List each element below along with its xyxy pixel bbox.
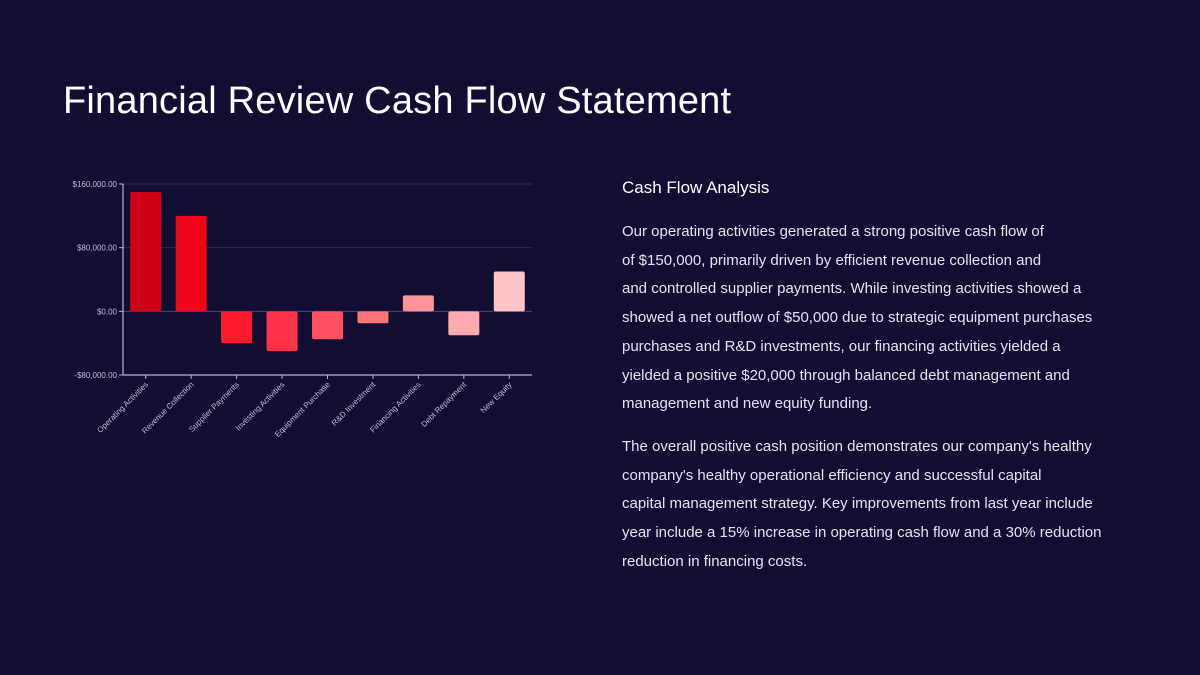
bar (493, 271, 525, 312)
x-tick-label: Debt Repayment (419, 380, 468, 429)
analysis-line: management and new equity funding. (622, 395, 873, 413)
cash-flow-bar-chart: $160,000.00 $80,000.00 $0.00 -$80,000.00 Op… (73, 180, 532, 439)
y-tick-label: -$80,000.00 (74, 371, 117, 380)
analysis-paragraph: Our operating activities generated a str… (622, 218, 1162, 419)
x-tick-label: Investing Activities (234, 380, 287, 433)
bar (402, 295, 434, 312)
chart-axes (122, 184, 532, 376)
analysis-heading: Cash Flow Analysis (622, 178, 770, 197)
bar (221, 311, 253, 344)
bar (357, 311, 389, 324)
analysis-line: of $150,000, primarily driven by efficie… (622, 251, 1042, 269)
analysis-paragraph: The overall positive cash position demon… (622, 433, 1162, 577)
analysis-line: The overall positive cash position demon… (622, 437, 1092, 455)
x-tick-label: R&D Investment (330, 380, 378, 428)
analysis-line: year include a 15% increase in operating… (622, 524, 1102, 542)
analysis-line: yielded a positive $20,000 through balan… (622, 366, 1070, 384)
analysis-line: Our operating activities generated a str… (622, 223, 1044, 240)
x-tick-label: New Equity (479, 380, 514, 415)
chart-bars (130, 191, 525, 379)
bar (266, 311, 298, 352)
bar (130, 191, 162, 312)
slide-title: Financial Review Cash Flow Statement (63, 80, 732, 122)
analysis-line: showed a net outflow of $50,000 due to s… (622, 309, 1093, 327)
x-tick-label: Financing Activities (368, 380, 422, 434)
y-tick-label: $160,000.00 (73, 180, 118, 189)
bar (448, 311, 480, 336)
analysis-line: purchases and R&D investments, our finan… (622, 337, 1061, 355)
analysis-line: reduction in financing costs. (622, 552, 808, 570)
bar (312, 311, 343, 340)
bar (175, 215, 207, 312)
y-axis-labels: $160,000.00 $80,000.00 $0.00 -$80,000.00 (73, 180, 118, 380)
y-tick-label: $0.00 (97, 307, 118, 316)
analysis-text: Our operating activities generated a str… (622, 218, 1162, 576)
y-tick-label: $80,000.00 (77, 244, 118, 253)
analysis-line: and controlled supplier payments. While … (622, 280, 1082, 298)
analysis-line: capital management strategy. Key improve… (622, 495, 1093, 513)
analysis-line: company's healthy operational efficiency… (622, 466, 1042, 484)
analysis-panel: Cash Flow Analysis Our operating activit… (622, 178, 1162, 590)
